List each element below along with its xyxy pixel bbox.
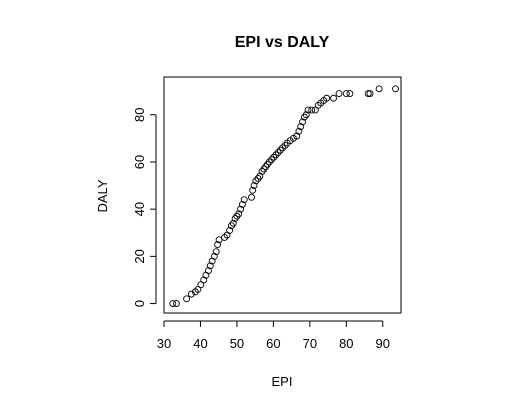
plot-frame xyxy=(163,76,402,314)
data-point xyxy=(229,219,237,227)
data-point xyxy=(366,90,374,97)
data-point xyxy=(308,106,316,114)
data-point xyxy=(264,160,272,168)
data-point xyxy=(240,196,248,204)
data-point xyxy=(210,252,218,260)
chart-title: EPI vs DALY xyxy=(235,34,330,51)
data-point xyxy=(237,205,245,213)
y-axis-label: DALY xyxy=(95,179,110,212)
y-tick-label: 20 xyxy=(132,249,147,263)
y-tick-label: 40 xyxy=(132,202,147,216)
data-point xyxy=(260,165,268,173)
data-point xyxy=(183,295,191,303)
data-point xyxy=(276,146,284,154)
x-tick-label: 50 xyxy=(230,336,244,351)
data-point xyxy=(262,163,270,171)
data-point xyxy=(231,215,239,223)
y-tick-label: 80 xyxy=(132,108,147,122)
data-point xyxy=(252,177,260,185)
x-tick-label: 70 xyxy=(303,336,317,351)
data-point xyxy=(265,158,273,166)
data-point xyxy=(205,267,212,274)
data-point xyxy=(342,90,350,97)
y-tick-label: 0 xyxy=(132,300,147,307)
data-point xyxy=(300,113,308,121)
data-point xyxy=(254,175,262,182)
x-tick-label: 60 xyxy=(266,336,280,351)
data-point xyxy=(364,90,372,97)
data-point xyxy=(295,127,303,135)
data-point xyxy=(226,226,234,234)
data-point xyxy=(233,212,241,220)
data-point xyxy=(212,248,220,256)
data-point xyxy=(274,149,282,156)
data-points xyxy=(169,85,399,308)
data-point xyxy=(214,241,222,249)
y-axis: 0 20 40 60 80 xyxy=(132,108,157,307)
data-point xyxy=(272,151,280,159)
data-point xyxy=(281,141,289,149)
x-tick-label: 90 xyxy=(376,336,390,351)
x-axis-label: EPI xyxy=(272,374,293,389)
data-point xyxy=(270,153,278,161)
data-point xyxy=(392,85,399,93)
y-tick-label: 60 xyxy=(132,155,147,169)
x-tick-label: 30 xyxy=(157,336,171,351)
data-point xyxy=(330,94,337,102)
data-point xyxy=(297,123,305,131)
data-point xyxy=(206,262,214,270)
data-point xyxy=(346,90,354,97)
data-point xyxy=(302,111,310,119)
data-point xyxy=(258,167,266,175)
data-point xyxy=(169,300,177,308)
data-point xyxy=(172,300,180,308)
data-point xyxy=(228,222,235,230)
data-point xyxy=(304,106,312,114)
x-axis: 30 40 50 60 70 80 90 xyxy=(157,320,390,351)
data-point xyxy=(249,186,257,194)
data-point xyxy=(250,182,258,190)
x-tick-label: 40 xyxy=(193,336,207,351)
data-point xyxy=(335,90,343,97)
data-point xyxy=(238,200,246,208)
data-point xyxy=(248,193,255,201)
data-point xyxy=(187,290,195,298)
data-point xyxy=(235,210,243,218)
data-point xyxy=(268,156,276,164)
data-point xyxy=(299,118,307,126)
data-point xyxy=(323,94,331,102)
x-tick-label: 80 xyxy=(339,336,353,351)
data-point xyxy=(375,85,383,93)
